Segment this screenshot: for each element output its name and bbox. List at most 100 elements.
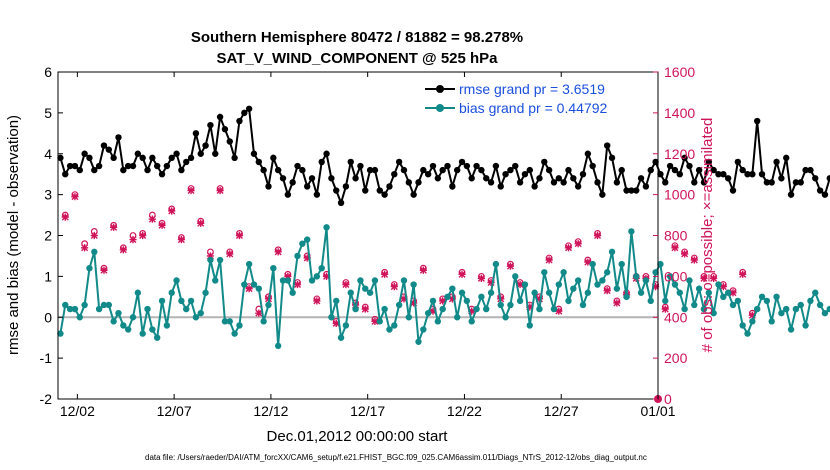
rmse-point	[642, 183, 650, 190]
bias-point	[347, 289, 354, 296]
bias-point	[71, 305, 79, 313]
rmse-point	[236, 117, 243, 125]
rmse-point	[420, 166, 427, 174]
bias-point	[652, 269, 659, 276]
rmse-point	[507, 166, 514, 174]
rmse-point	[134, 150, 142, 157]
rmse-point	[453, 166, 461, 174]
rmse-point	[308, 175, 316, 182]
rmse-point	[342, 183, 350, 190]
legend-rmse-marker	[436, 85, 444, 93]
bias-point	[821, 309, 829, 317]
rmse-series-line	[59, 106, 830, 206]
rmse-point	[100, 142, 108, 149]
rmse-point	[120, 166, 127, 174]
bias-point	[579, 301, 587, 309]
obs-assimilated-point	[148, 215, 156, 223]
rmse-point	[594, 179, 601, 186]
bias-point	[192, 314, 200, 321]
rmse-point	[812, 175, 819, 182]
rmse-point	[478, 166, 485, 174]
bias-point	[313, 273, 321, 280]
bias-point	[541, 269, 548, 276]
rmse-point	[502, 170, 509, 178]
rmse-point	[545, 166, 553, 174]
bias-point	[153, 334, 161, 341]
bias-point	[453, 314, 461, 321]
bias-point	[783, 305, 790, 313]
rmse-point	[574, 183, 582, 190]
y-right-tick-label: 1400	[664, 105, 695, 121]
footer-file-path: data file: /Users/raeder/DAI/ATM_forcXX/…	[145, 453, 647, 462]
bias-point	[473, 305, 480, 313]
obs-assimilated-point	[748, 311, 756, 319]
obs-assimilated-point	[661, 305, 669, 313]
rmse-point	[705, 158, 713, 166]
rmse-point	[241, 109, 248, 117]
bias-point	[691, 301, 698, 309]
rmse-point	[483, 175, 490, 182]
rmse-point	[95, 162, 103, 170]
obs-assimilated-point	[303, 254, 311, 262]
obs-assimilated-point	[700, 274, 708, 283]
rmse-point	[744, 170, 751, 178]
rmse-point	[700, 179, 708, 186]
rmse-point	[245, 105, 253, 112]
bias-point	[420, 326, 427, 333]
bias-point	[236, 322, 243, 329]
plot-frame	[57, 71, 659, 400]
rmse-point	[429, 162, 437, 170]
rmse-point	[366, 166, 374, 174]
rmse-point	[492, 162, 500, 170]
rmse-point	[821, 191, 829, 198]
rmse-point	[618, 166, 625, 174]
obs-assimilated-point	[71, 193, 79, 201]
bias-point	[492, 260, 500, 268]
rmse-point	[710, 166, 717, 174]
bias-point	[255, 285, 263, 292]
obs-assimilated-point	[506, 262, 515, 270]
bias-point	[274, 342, 282, 350]
bias-point	[478, 293, 485, 301]
rmse-point	[357, 162, 364, 170]
rmse-point	[516, 179, 524, 186]
bias-point	[270, 265, 277, 272]
rmse-point	[439, 166, 446, 174]
bias-point	[507, 301, 514, 309]
obs-assimilated-point	[535, 295, 544, 303]
obs-assimilated-point	[255, 309, 263, 317]
rmse-point	[115, 134, 122, 141]
bias-point	[124, 326, 132, 333]
rmse-point	[783, 154, 790, 162]
bias-point	[599, 277, 606, 284]
rmse-point	[279, 175, 287, 182]
rmse-point	[463, 162, 471, 170]
legend-bias-marker	[436, 104, 444, 112]
rmse-point	[623, 187, 630, 194]
bias-point	[424, 309, 432, 317]
bias-point	[226, 318, 233, 325]
rmse-point	[207, 121, 214, 129]
obs-assimilated-point	[593, 231, 602, 240]
obs-assimilated-point	[390, 282, 398, 291]
rmse-point	[608, 154, 616, 162]
obs-assimilated-point	[139, 231, 147, 240]
y-tick-label: -2	[40, 391, 53, 407]
rmse-point	[289, 179, 296, 186]
rmse-point	[371, 166, 379, 174]
rmse-point	[773, 158, 780, 166]
bias-point	[521, 281, 529, 288]
obs-assimilated-point	[526, 303, 534, 311]
obs-assimilated-point	[293, 280, 302, 289]
bias-point	[66, 305, 74, 313]
bias-point	[705, 289, 713, 296]
rmse-point	[270, 154, 277, 162]
obs-assimilated-point	[584, 258, 592, 266]
rmse-point	[255, 158, 263, 166]
bias-point	[250, 281, 258, 288]
bias-point	[676, 289, 683, 296]
rmse-point	[424, 170, 432, 178]
rmse-point	[299, 166, 306, 174]
rmse-point	[221, 126, 229, 133]
bias-point	[279, 277, 287, 284]
